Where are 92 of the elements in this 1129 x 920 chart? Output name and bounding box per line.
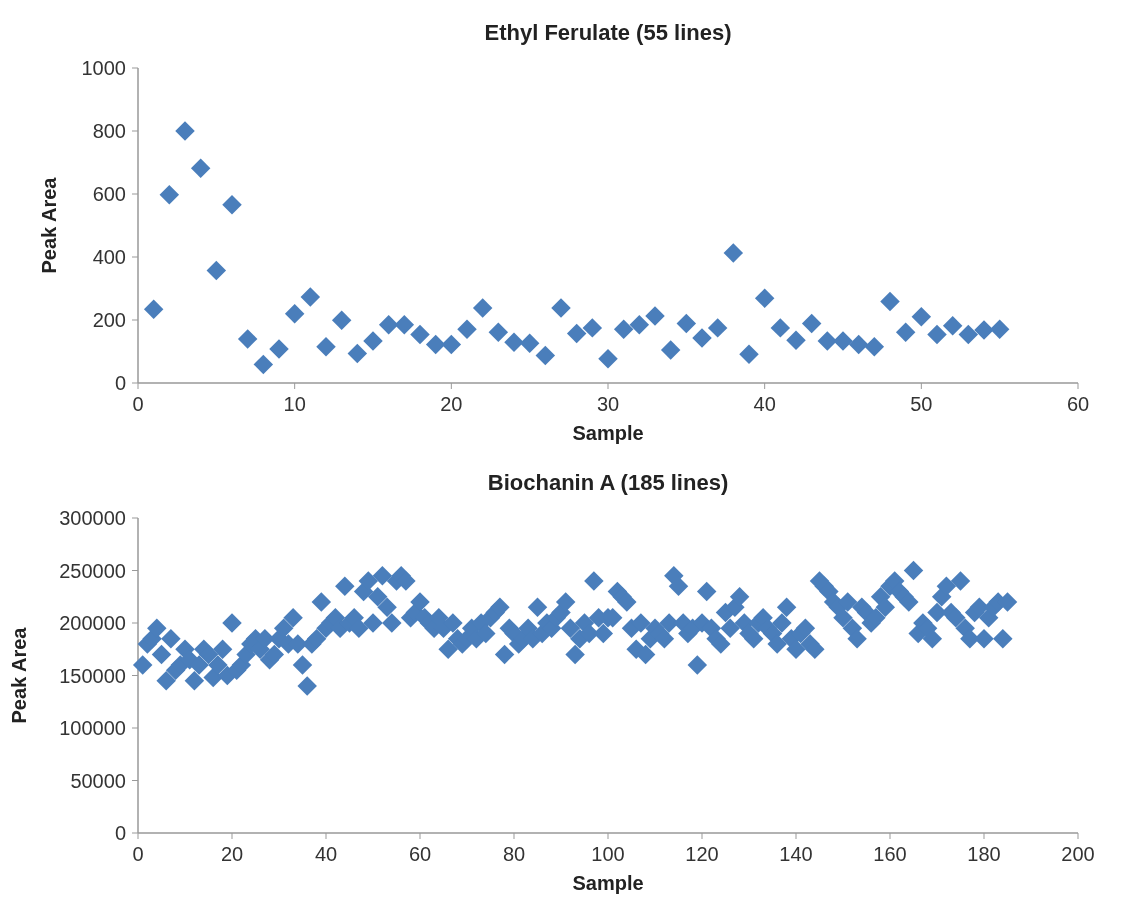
point (363, 331, 383, 351)
y-axis-title: Peak Area (38, 176, 60, 274)
y-tick-label: 800 (92, 120, 126, 142)
y-tick-label: 200 (92, 309, 126, 331)
point (833, 331, 853, 351)
x-tick-label: 0 (132, 393, 144, 415)
point (880, 291, 900, 312)
point (786, 330, 806, 350)
point (159, 184, 180, 205)
point (645, 306, 665, 326)
y-tick-label: 50000 (70, 769, 126, 792)
y-tick-label: 0 (114, 822, 126, 844)
y-tick-label: 100000 (59, 717, 126, 739)
x-tick-label: 120 (685, 843, 719, 865)
x-tick-label: 80 (502, 843, 526, 865)
point (535, 345, 556, 366)
point (598, 349, 618, 369)
point (190, 158, 211, 178)
x-tick-label: 20 (440, 393, 463, 415)
point (927, 324, 947, 345)
x-axis-title: Sample (572, 422, 644, 444)
y-tick-label: 0 (114, 372, 126, 394)
x-tick-label: 160 (873, 843, 907, 865)
point (864, 337, 885, 357)
point (175, 121, 195, 141)
x-tick-label: 30 (596, 393, 620, 415)
x-tick-label: 50 (910, 393, 933, 415)
point (974, 320, 994, 340)
y-tick-label: 1000 (81, 57, 126, 79)
point (911, 307, 932, 327)
y-tick-label: 250000 (59, 559, 126, 582)
point (817, 331, 838, 351)
point (222, 194, 242, 215)
y-tick-label: 200000 (59, 612, 126, 634)
point (895, 322, 916, 343)
point (206, 260, 227, 281)
point (425, 334, 446, 355)
x-tick-label: 60 (408, 843, 432, 865)
x-tick-label: 100 (591, 843, 625, 865)
point (347, 343, 368, 364)
x-tick-label: 0 (132, 843, 144, 865)
point (566, 323, 587, 344)
y-tick-label: 300000 (59, 507, 126, 529)
x-tick-label: 180 (967, 843, 1001, 865)
x-tick-label: 20 (220, 843, 244, 865)
point (504, 332, 524, 353)
chart-title: Ethyl Ferulate (55 lines) (484, 20, 732, 45)
y-tick-label: 400 (92, 246, 126, 268)
point (143, 299, 164, 320)
point (942, 315, 963, 336)
chart-title: Biochanin A (185 lines) (487, 470, 729, 495)
point (331, 310, 352, 331)
x-tick-label: 140 (779, 843, 813, 865)
point (284, 303, 305, 324)
point (754, 288, 775, 309)
point (707, 318, 728, 338)
point (723, 243, 744, 263)
point (441, 334, 462, 355)
point (629, 314, 650, 335)
x-tick-label: 10 (283, 393, 306, 415)
point (692, 328, 712, 348)
x-axis-title: Sample (572, 872, 644, 894)
point (582, 318, 603, 338)
point (378, 314, 399, 335)
point (457, 319, 477, 339)
point (300, 287, 321, 307)
y-tick-label: 600 (92, 183, 126, 205)
point (613, 319, 634, 339)
point (519, 333, 540, 354)
point (848, 334, 869, 355)
x-tick-label: 60 (1066, 393, 1090, 415)
y-axis-title: Peak Area (8, 626, 30, 724)
point (472, 298, 493, 318)
point (237, 329, 258, 349)
point (739, 344, 759, 365)
x-tick-label: 40 (314, 843, 338, 865)
point (989, 319, 1010, 339)
point (958, 324, 979, 345)
point (551, 298, 571, 318)
point (770, 318, 791, 338)
x-tick-label: 40 (753, 393, 776, 415)
x-tick-label: 200 (1061, 843, 1095, 865)
point (394, 314, 415, 335)
point (676, 313, 697, 334)
point (316, 337, 336, 357)
point (269, 339, 289, 359)
point (488, 322, 509, 343)
point (660, 340, 681, 360)
point (410, 324, 430, 345)
y-tick-label: 150000 (59, 664, 126, 687)
point (253, 354, 274, 375)
point (801, 313, 822, 334)
